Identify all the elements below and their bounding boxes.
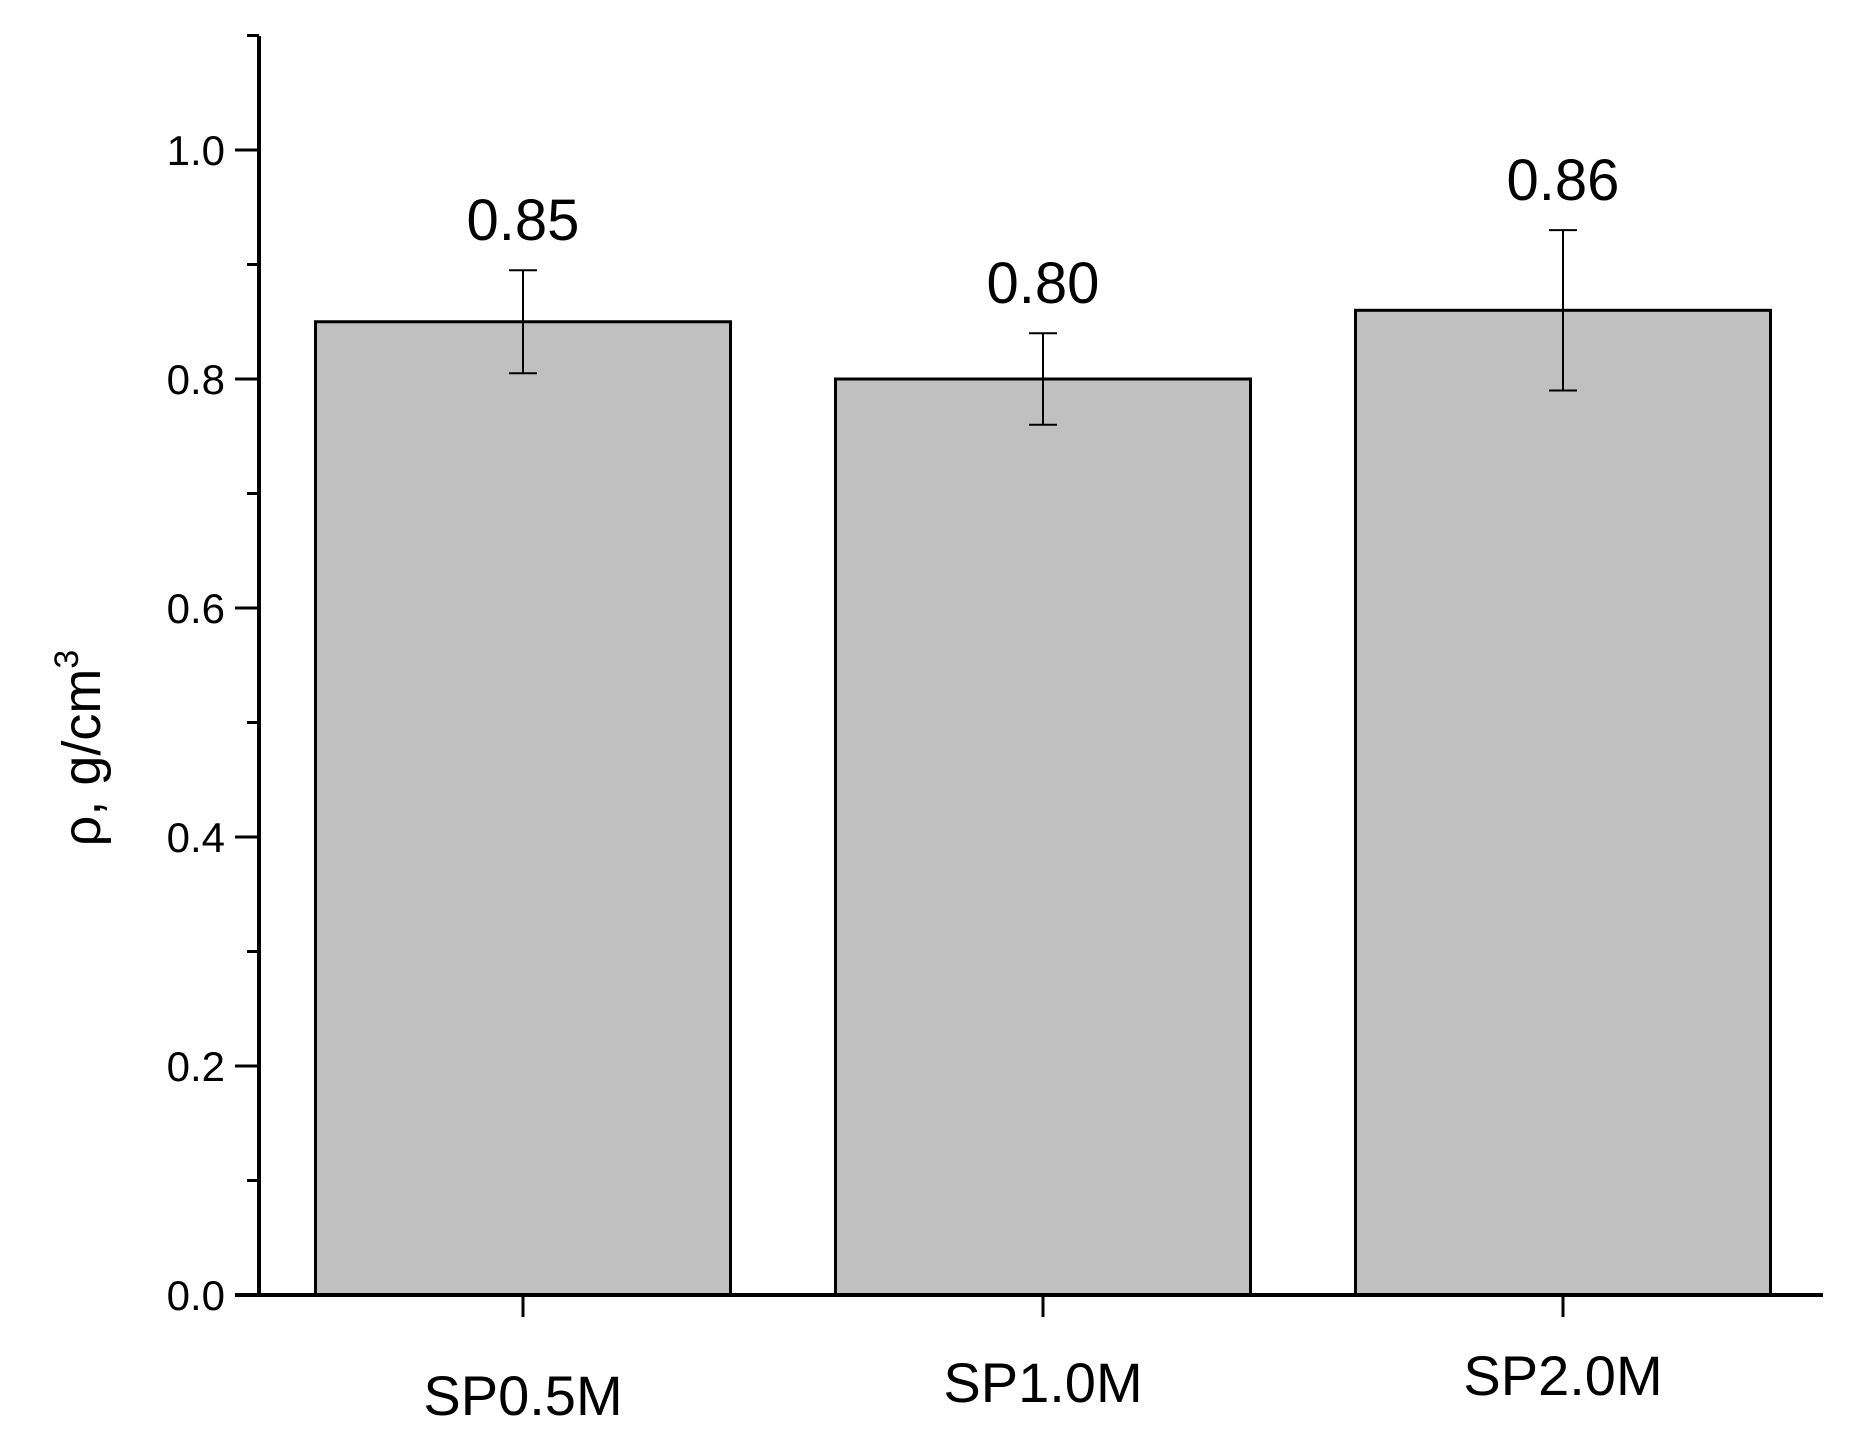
x-tick-label: SP1.0M xyxy=(943,1351,1142,1414)
data-label: 0.80 xyxy=(987,251,1100,316)
y-tick-label: 0.6 xyxy=(167,585,225,632)
axes-layer xyxy=(235,34,1823,1317)
y-axis-title-superscript: 3 xyxy=(48,650,86,669)
error-bar xyxy=(1029,332,1057,426)
data-label: 0.86 xyxy=(1507,148,1620,213)
y-tick-label: 0.8 xyxy=(167,356,225,403)
y-tick-label: 0.4 xyxy=(167,814,225,861)
error-bars-layer xyxy=(509,229,1577,426)
error-bar xyxy=(1549,229,1577,392)
bars-layer xyxy=(314,308,1772,1297)
bar-sp2-0m xyxy=(1354,308,1772,1297)
error-bar xyxy=(509,269,537,375)
y-axis-title-text: ρ, g/cm xyxy=(52,669,112,847)
labels-layer: 0.85 SP0.5M 0.80 SP1.0M 0.86 SP2.0M 0.0 0.2 0.4 0… xyxy=(167,127,1663,1427)
y-axis-title: ρ, g/cm3 xyxy=(48,650,112,847)
y-tick-label: 1.0 xyxy=(167,127,225,174)
y-tick-label: 0.2 xyxy=(167,1043,225,1090)
x-tick-label: SP2.0M xyxy=(1463,1344,1662,1407)
bar-sp0-5m xyxy=(314,320,732,1297)
bar-sp1-0m xyxy=(834,377,1252,1297)
y-tick-label: 0.0 xyxy=(167,1272,225,1319)
data-label: 0.85 xyxy=(467,188,580,253)
x-tick-label: SP0.5M xyxy=(423,1364,622,1427)
